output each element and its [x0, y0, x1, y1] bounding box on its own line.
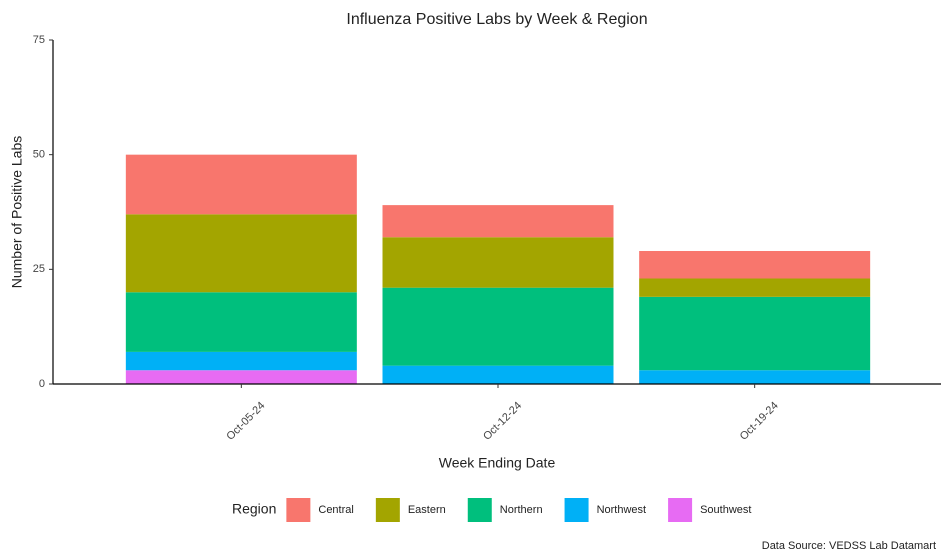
- bar-segment: [125, 154, 357, 215]
- chart-title: Influenza Positive Labs by Week & Region: [346, 11, 647, 28]
- legend-label: Northern: [500, 504, 543, 516]
- legend-title: Region: [232, 501, 276, 517]
- y-tick-label: 75: [33, 34, 45, 46]
- source-note: Data Source: VEDSS Lab Datamart: [762, 540, 936, 552]
- legend-swatch: [564, 498, 589, 522]
- bar-segment: [125, 292, 357, 352]
- x-tick-label: Oct-05-24: [224, 400, 267, 443]
- legend-label: Northwest: [597, 504, 647, 516]
- bar-segment: [382, 365, 614, 384]
- x-axis-title: Week Ending Date: [439, 455, 556, 471]
- y-tick-label: 50: [33, 149, 45, 161]
- bar-segment: [639, 278, 871, 297]
- x-tick-label: Oct-12-24: [481, 400, 524, 443]
- legend-label: Eastern: [408, 504, 446, 516]
- bar-segment: [639, 370, 871, 384]
- bar-segment: [639, 250, 871, 279]
- x-tick-label: Oct-19-24: [738, 400, 781, 443]
- bar-segment: [382, 287, 614, 366]
- legend-swatch: [375, 498, 400, 522]
- legend-swatch: [286, 498, 311, 522]
- bar-segment: [382, 205, 614, 238]
- bar-segment: [382, 237, 614, 288]
- legend-label: Central: [318, 504, 353, 516]
- legend-label: Southwest: [700, 504, 751, 516]
- y-axis-title: Number of Positive Labs: [9, 136, 25, 289]
- y-tick-label: 25: [33, 263, 45, 275]
- legend-swatch: [467, 498, 492, 522]
- legend-swatch: [668, 498, 693, 522]
- bar-segment: [125, 351, 357, 371]
- y-tick-label: 0: [39, 378, 45, 390]
- bar-segment: [639, 296, 871, 371]
- bar-segment: [125, 214, 357, 293]
- bar-segment: [125, 370, 357, 384]
